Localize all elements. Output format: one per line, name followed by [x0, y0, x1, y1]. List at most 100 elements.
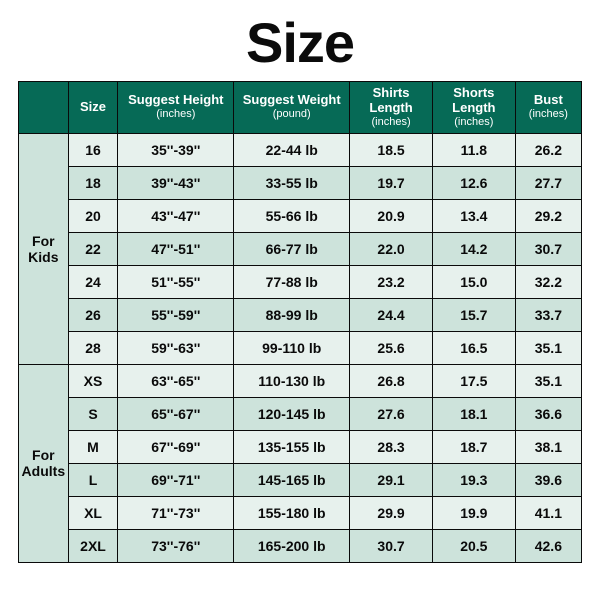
- column-header: Bust(inches): [515, 82, 581, 134]
- cell-bust: 26.2: [515, 133, 581, 166]
- table-row: L69''-71''145-165 lb29.119.339.6: [19, 463, 582, 496]
- column-header-main: Size: [80, 99, 106, 114]
- column-header-sub: (inches): [518, 108, 579, 121]
- cell-height: 73''-76'': [118, 529, 234, 562]
- table-row: 2XL73''-76''165-200 lb30.720.542.6: [19, 529, 582, 562]
- cell-bust: 41.1: [515, 496, 581, 529]
- cell-shorts: 19.3: [432, 463, 515, 496]
- cell-shirts: 24.4: [350, 298, 433, 331]
- cell-shorts: 20.5: [432, 529, 515, 562]
- cell-shirts: 29.1: [350, 463, 433, 496]
- table-row: 2859''-63''99-110 lb25.616.535.1: [19, 331, 582, 364]
- cell-height: 63''-65'': [118, 364, 234, 397]
- cell-shirts: 30.7: [350, 529, 433, 562]
- cell-shirts: 29.9: [350, 496, 433, 529]
- table-row: 2655''-59''88-99 lb24.415.733.7: [19, 298, 582, 331]
- cell-size: 16: [68, 133, 118, 166]
- cell-bust: 27.7: [515, 166, 581, 199]
- column-header-main: Bust: [534, 92, 563, 107]
- cell-height: 69''-71'': [118, 463, 234, 496]
- cell-weight: 22-44 lb: [234, 133, 350, 166]
- cell-shorts: 18.1: [432, 397, 515, 430]
- column-header-main: Suggest Weight: [243, 92, 341, 107]
- cell-shirts: 22.0: [350, 232, 433, 265]
- cell-size: S: [68, 397, 118, 430]
- cell-shorts: 12.6: [432, 166, 515, 199]
- cell-bust: 39.6: [515, 463, 581, 496]
- cell-shorts: 13.4: [432, 199, 515, 232]
- cell-shorts: 17.5: [432, 364, 515, 397]
- cell-shorts: 15.7: [432, 298, 515, 331]
- column-header: Suggest Weight(pound): [234, 82, 350, 134]
- cell-height: 67''-69'': [118, 430, 234, 463]
- cell-weight: 66-77 lb: [234, 232, 350, 265]
- cell-weight: 165-200 lb: [234, 529, 350, 562]
- column-header-main: Suggest Height: [128, 92, 223, 107]
- cell-shirts: 19.7: [350, 166, 433, 199]
- table-row: M67''-69''135-155 lb28.318.738.1: [19, 430, 582, 463]
- group-label: ForKids: [19, 133, 69, 364]
- cell-size: 24: [68, 265, 118, 298]
- cell-bust: 29.2: [515, 199, 581, 232]
- cell-height: 55''-59'': [118, 298, 234, 331]
- cell-shirts: 28.3: [350, 430, 433, 463]
- cell-height: 65''-67'': [118, 397, 234, 430]
- cell-shorts: 15.0: [432, 265, 515, 298]
- table-row: S65''-67''120-145 lb27.618.136.6: [19, 397, 582, 430]
- page-title: Size: [18, 10, 582, 75]
- cell-weight: 77-88 lb: [234, 265, 350, 298]
- cell-size: 28: [68, 331, 118, 364]
- cell-size: 20: [68, 199, 118, 232]
- table-row: XL71''-73''155-180 lb29.919.941.1: [19, 496, 582, 529]
- cell-size: 22: [68, 232, 118, 265]
- cell-height: 51''-55'': [118, 265, 234, 298]
- cell-shorts: 16.5: [432, 331, 515, 364]
- cell-size: L: [68, 463, 118, 496]
- column-header-main: Shorts Length: [452, 85, 495, 115]
- cell-height: 39''-43'': [118, 166, 234, 199]
- cell-height: 71''-73'': [118, 496, 234, 529]
- cell-shorts: 19.9: [432, 496, 515, 529]
- column-header-sub: (inches): [435, 116, 513, 129]
- cell-shirts: 18.5: [350, 133, 433, 166]
- column-header: Size: [68, 82, 118, 134]
- cell-shirts: 23.2: [350, 265, 433, 298]
- table-row: ForAdultsXS63''-65''110-130 lb26.817.535…: [19, 364, 582, 397]
- cell-bust: 33.7: [515, 298, 581, 331]
- cell-shirts: 26.8: [350, 364, 433, 397]
- cell-bust: 32.2: [515, 265, 581, 298]
- cell-weight: 55-66 lb: [234, 199, 350, 232]
- table-row: ForKids1635''-39''22-44 lb18.511.826.2: [19, 133, 582, 166]
- table-header: SizeSuggest Height(inches)Suggest Weight…: [19, 82, 582, 134]
- table-row: 1839''-43''33-55 lb19.712.627.7: [19, 166, 582, 199]
- cell-shorts: 14.2: [432, 232, 515, 265]
- cell-weight: 33-55 lb: [234, 166, 350, 199]
- cell-weight: 120-145 lb: [234, 397, 350, 430]
- cell-weight: 88-99 lb: [234, 298, 350, 331]
- cell-weight: 155-180 lb: [234, 496, 350, 529]
- cell-bust: 36.6: [515, 397, 581, 430]
- cell-height: 47''-51'': [118, 232, 234, 265]
- column-header-sub: (inches): [120, 108, 231, 121]
- cell-bust: 38.1: [515, 430, 581, 463]
- cell-shorts: 18.7: [432, 430, 515, 463]
- cell-height: 59''-63'': [118, 331, 234, 364]
- cell-weight: 135-155 lb: [234, 430, 350, 463]
- column-header: Suggest Height(inches): [118, 82, 234, 134]
- cell-size: XL: [68, 496, 118, 529]
- cell-shorts: 11.8: [432, 133, 515, 166]
- cell-size: XS: [68, 364, 118, 397]
- column-header: Shorts Length(inches): [432, 82, 515, 134]
- cell-height: 35''-39'': [118, 133, 234, 166]
- cell-bust: 35.1: [515, 331, 581, 364]
- column-header-sub: (pound): [236, 108, 347, 121]
- cell-weight: 110-130 lb: [234, 364, 350, 397]
- group-label: ForAdults: [19, 364, 69, 562]
- table-row: 2247''-51''66-77 lb22.014.230.7: [19, 232, 582, 265]
- cell-shirts: 20.9: [350, 199, 433, 232]
- cell-weight: 99-110 lb: [234, 331, 350, 364]
- cell-bust: 35.1: [515, 364, 581, 397]
- table-row: 2451''-55''77-88 lb23.215.032.2: [19, 265, 582, 298]
- cell-size: 26: [68, 298, 118, 331]
- column-header-main: Shirts Length: [369, 85, 412, 115]
